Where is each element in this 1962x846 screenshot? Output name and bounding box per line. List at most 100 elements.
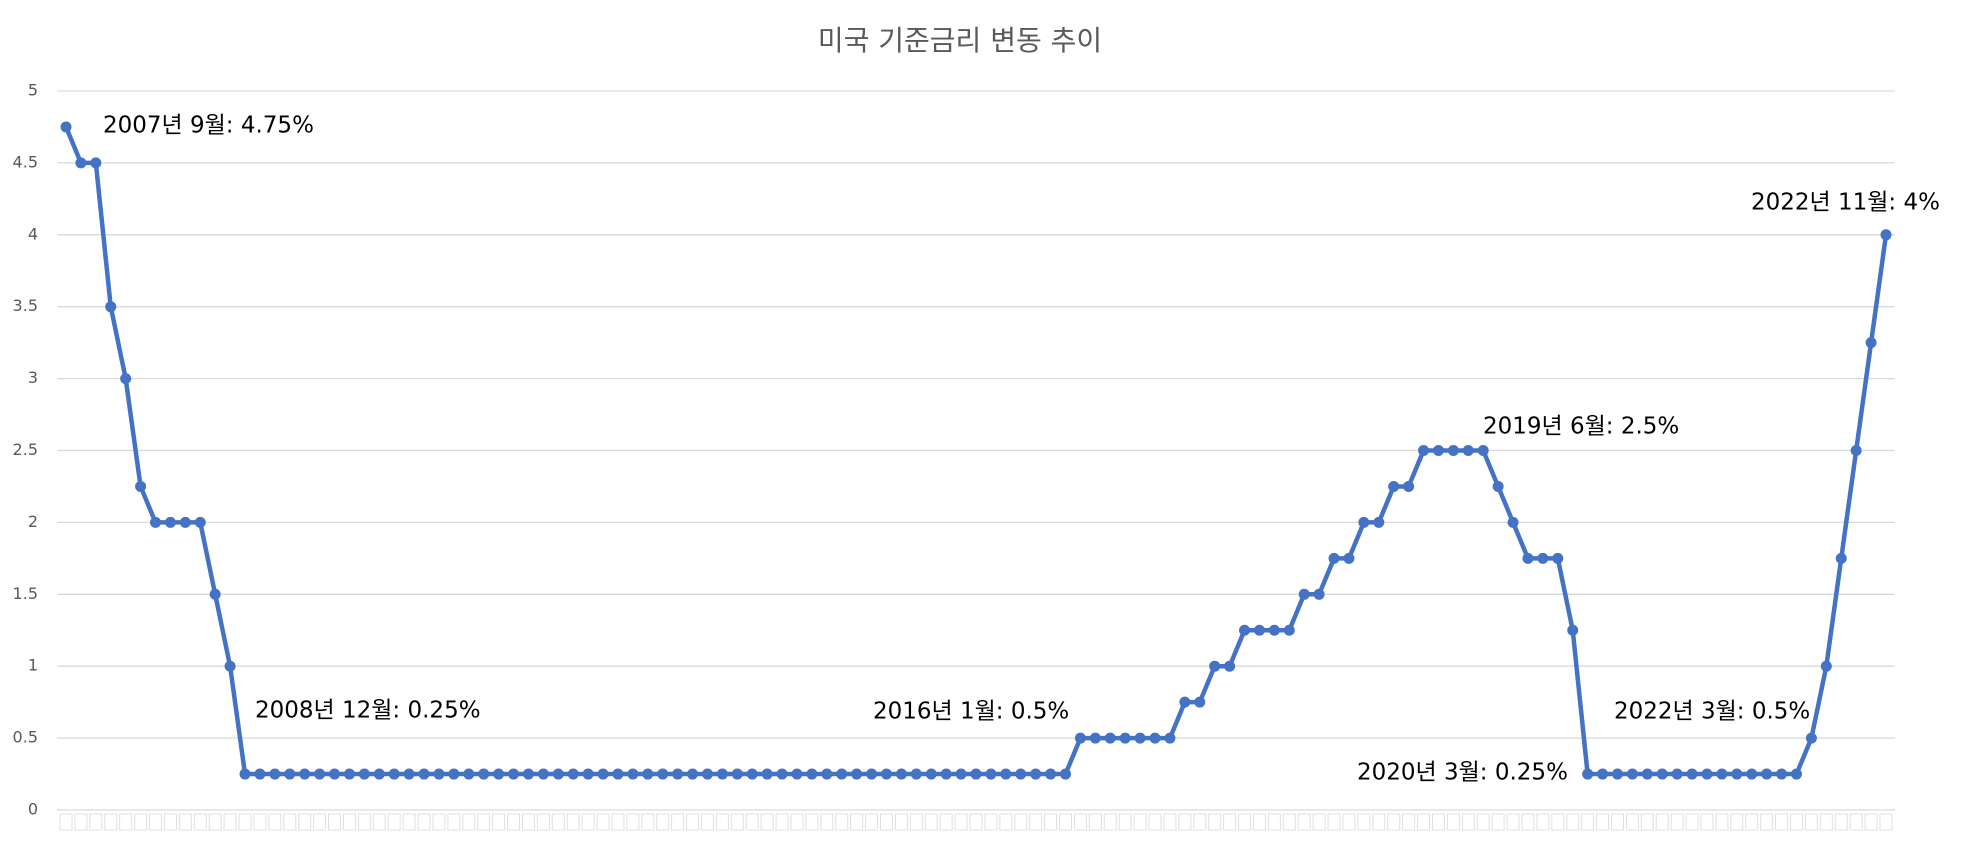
point xyxy=(1477,445,1489,456)
point xyxy=(552,768,564,780)
x-tick-box xyxy=(298,813,312,831)
annotation: 2016년 1월: 0.5% xyxy=(873,699,1069,725)
point xyxy=(388,768,400,780)
x-tick-box xyxy=(939,813,953,831)
x-tick-box xyxy=(1238,813,1252,831)
x-tick-box xyxy=(730,813,744,831)
point xyxy=(254,768,266,780)
x-tick-box xyxy=(328,813,342,831)
x-tick-box xyxy=(357,813,371,831)
x-tick-box xyxy=(417,813,431,831)
x-tick-box xyxy=(89,813,103,831)
point xyxy=(1015,768,1027,780)
x-tick-box xyxy=(715,813,729,831)
x-tick-box xyxy=(1059,813,1073,831)
point xyxy=(1522,552,1534,564)
x-tick-box xyxy=(1133,813,1147,831)
point xyxy=(1134,732,1146,744)
point xyxy=(1865,337,1877,349)
x-tick-box xyxy=(1252,813,1266,831)
point xyxy=(1313,588,1325,600)
point xyxy=(373,768,385,780)
x-tick-box xyxy=(402,813,416,831)
point xyxy=(731,768,743,780)
point xyxy=(1582,768,1594,780)
point xyxy=(1462,445,1474,456)
point xyxy=(194,516,206,528)
x-tick-box xyxy=(313,813,327,831)
y-tick-label: 1.5 xyxy=(13,584,38,603)
point xyxy=(821,768,833,780)
x-tick-box xyxy=(551,813,565,831)
x-tick-box xyxy=(1446,813,1460,831)
x-tick-box xyxy=(1417,813,1431,831)
x-tick-box xyxy=(1193,813,1207,831)
point xyxy=(1850,445,1862,456)
point xyxy=(1776,768,1788,780)
x-tick-box xyxy=(745,813,759,831)
point xyxy=(1209,660,1221,672)
x-tick-box xyxy=(1804,813,1818,831)
point xyxy=(1253,624,1265,636)
y-tick-label: 1 xyxy=(28,656,38,675)
x-tick-box xyxy=(462,813,476,831)
x-tick-box xyxy=(879,813,893,831)
point xyxy=(433,768,445,780)
x-tick-box xyxy=(1163,813,1177,831)
point xyxy=(135,480,147,492)
x-tick-box xyxy=(1267,813,1281,831)
point xyxy=(1731,768,1743,780)
x-tick-box xyxy=(521,813,535,831)
point xyxy=(1447,445,1459,456)
point xyxy=(314,768,326,780)
x-tick-box xyxy=(1536,813,1550,831)
x-tick-box xyxy=(119,813,133,831)
x-tick-box xyxy=(1014,813,1028,831)
point xyxy=(1104,732,1116,744)
point xyxy=(940,768,952,780)
x-tick-box xyxy=(1357,813,1371,831)
point xyxy=(1835,552,1847,564)
x-tick-box xyxy=(805,813,819,831)
x-tick-box xyxy=(1044,813,1058,831)
point xyxy=(1089,732,1101,744)
x-tick-box xyxy=(850,813,864,831)
x-tick-box xyxy=(387,813,401,831)
point xyxy=(329,768,341,780)
point xyxy=(880,768,892,780)
x-tick-box xyxy=(1715,813,1729,831)
point xyxy=(851,768,863,780)
x-tick-box xyxy=(1879,813,1893,831)
x-tick-box xyxy=(1208,813,1222,831)
point xyxy=(164,516,176,528)
point xyxy=(1641,768,1653,780)
point xyxy=(60,121,72,133)
y-tick-label: 5 xyxy=(28,81,38,100)
point xyxy=(910,768,922,780)
x-tick-box xyxy=(790,813,804,831)
point xyxy=(284,768,296,780)
x-tick-box xyxy=(238,813,252,831)
x-tick-box xyxy=(208,813,222,831)
point xyxy=(925,768,937,780)
x-tick-box xyxy=(74,813,88,831)
x-tick-box xyxy=(1849,813,1863,831)
x-tick-box xyxy=(1640,813,1654,831)
x-tick-box xyxy=(1685,813,1699,831)
x-tick-box xyxy=(1073,813,1087,831)
x-tick-box xyxy=(1431,813,1445,831)
y-tick-label: 0 xyxy=(28,800,38,819)
x-tick-box xyxy=(611,813,625,831)
x-tick-box xyxy=(1223,813,1237,831)
x-tick-box xyxy=(835,813,849,831)
point xyxy=(448,768,460,780)
x-tick-box xyxy=(1476,813,1490,831)
x-tick-box xyxy=(1178,813,1192,831)
x-tick-box xyxy=(924,813,938,831)
x-tick-box xyxy=(104,813,118,831)
point xyxy=(1805,732,1817,744)
point xyxy=(493,768,505,780)
point xyxy=(1179,696,1191,708)
x-tick-box xyxy=(1789,813,1803,831)
